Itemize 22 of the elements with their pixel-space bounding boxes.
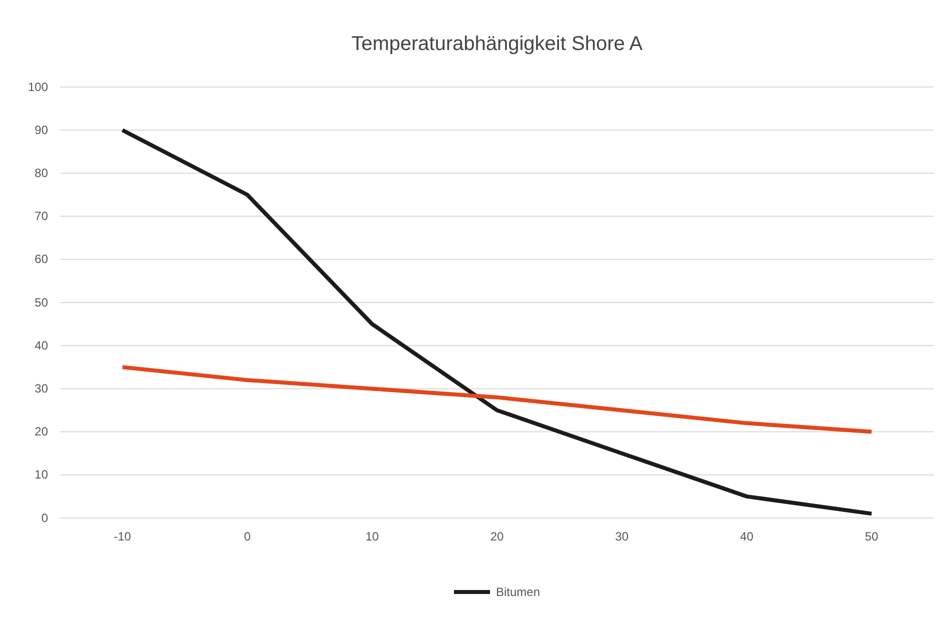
line-series	[120, 365, 874, 434]
x-tick-label: 50	[864, 530, 879, 544]
y-tick-label: 60	[34, 252, 48, 266]
y-tick-label: 0	[41, 510, 48, 525]
y-tick-label: 50	[34, 295, 48, 310]
chart-title: Temperaturabhängigkeit Shore A	[351, 33, 644, 55]
y-tick-label: 20	[34, 424, 48, 439]
x-tick-label: 0	[244, 530, 251, 544]
y-tick-label: 100	[28, 80, 48, 94]
legend-label: Bitumen	[496, 585, 540, 599]
y-tick-label: 80	[34, 166, 48, 180]
line-series	[120, 128, 874, 516]
x-tick-label: 30	[615, 530, 629, 544]
x-tick-label: -10	[114, 530, 132, 544]
y-tick-label: 40	[34, 338, 48, 352]
y-tick-label: 30	[34, 382, 48, 396]
x-tick-label: 20	[490, 530, 504, 544]
y-tick-label: 70	[34, 209, 48, 224]
x-tick-label: 40	[740, 530, 754, 544]
y-tick-label: 90	[34, 122, 48, 137]
y-tick-label: 10	[34, 468, 48, 482]
x-tick-label: 10	[365, 530, 380, 544]
